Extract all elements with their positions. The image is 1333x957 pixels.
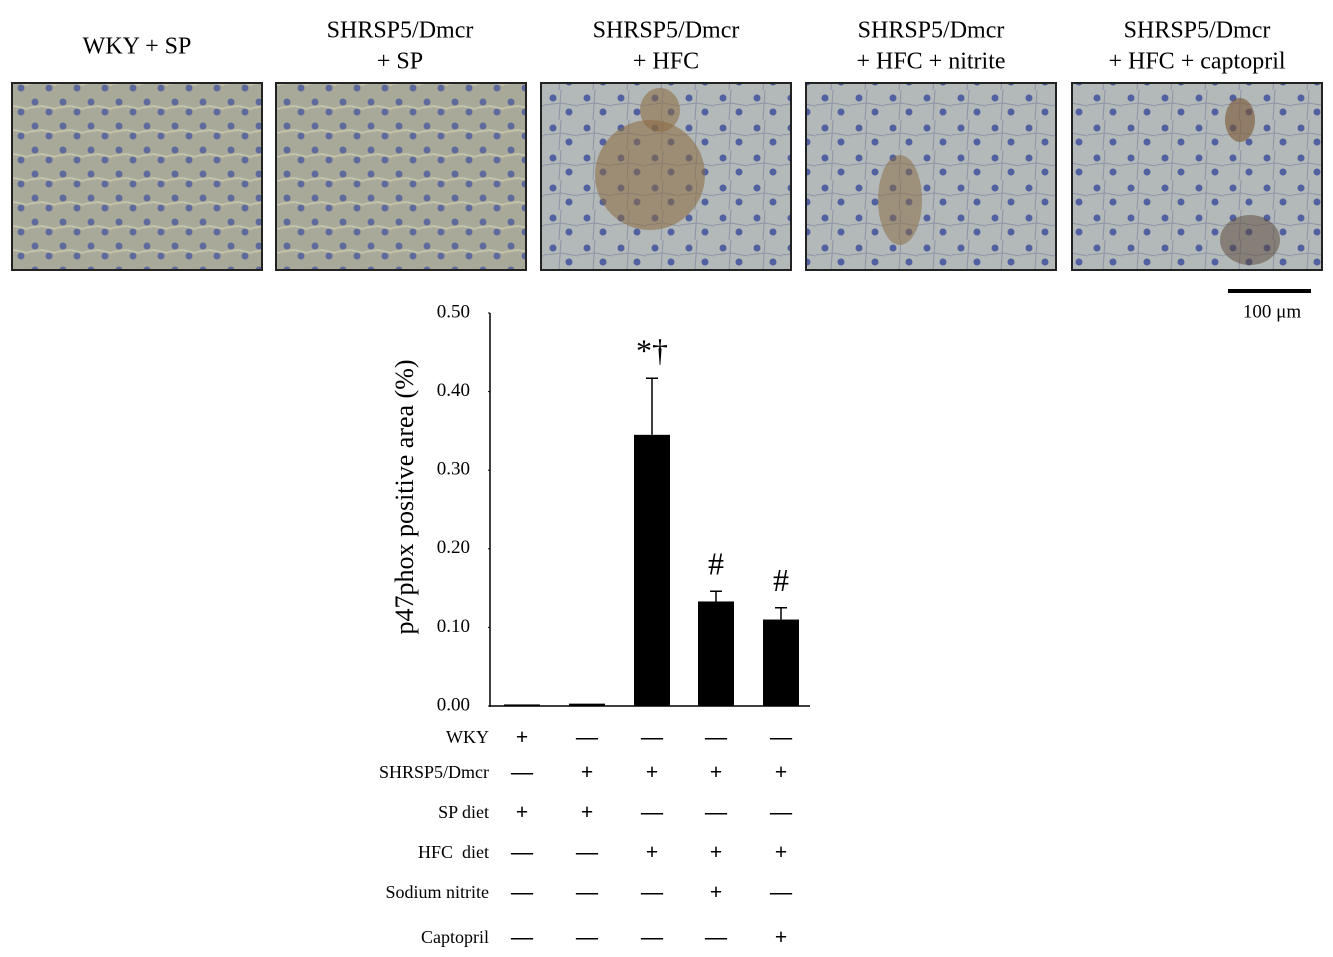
row-label: HFC diet [418, 842, 489, 862]
table-cell: — [510, 924, 534, 949]
panel-title: + HFC [633, 49, 699, 75]
row-label: SP diet [438, 802, 489, 822]
stain [595, 120, 705, 230]
panel-title: + HFC + nitrite [856, 49, 1005, 75]
panel-title: + SP [377, 49, 423, 75]
table-cell: + [516, 724, 529, 749]
table-cell: — [704, 924, 728, 949]
table-cell: — [640, 879, 664, 904]
table-cell: + [581, 799, 594, 824]
y-tick-label: 0.00 [437, 694, 470, 715]
table-cell: + [646, 759, 659, 784]
table-cell: — [575, 839, 599, 864]
panel-title: WKY + SP [83, 34, 192, 60]
table-cell: — [575, 724, 599, 749]
table-cell: — [510, 879, 534, 904]
table-cell: — [575, 924, 599, 949]
row-label: SHRSP5/Dmcr [379, 762, 489, 782]
table-cell: — [769, 799, 793, 824]
table-cell: — [575, 879, 599, 904]
bar [504, 704, 540, 706]
table-cell: + [775, 759, 788, 784]
micrograph [11, 82, 263, 271]
micrograph-images [11, 82, 1323, 271]
panel-title: SHRSP5/Dmcr [593, 18, 740, 44]
stain [1225, 98, 1255, 142]
table-cell: — [704, 724, 728, 749]
bar [634, 434, 670, 706]
row-label: Captopril [421, 927, 489, 947]
y-axis-label: p47phox positive area (%) [390, 359, 419, 634]
y-tick-label: 0.40 [437, 380, 470, 401]
y-tick-label: 0.20 [437, 537, 470, 558]
bar [698, 601, 734, 706]
table-cell: + [710, 839, 723, 864]
table-cell: + [646, 839, 659, 864]
table-cell: — [769, 724, 793, 749]
y-tick-label: 0.30 [437, 459, 470, 480]
row-label: Sodium nitrite [386, 882, 490, 902]
bar [569, 703, 605, 706]
stain [1220, 215, 1280, 265]
table-cell: + [775, 924, 788, 949]
table-cell: + [710, 879, 723, 904]
table-cell: — [640, 724, 664, 749]
table-cell: + [775, 839, 788, 864]
row-label: WKY [446, 727, 489, 747]
significance-mark: # [708, 546, 724, 582]
table-cell: — [704, 799, 728, 824]
scale-bar-label: 100 μm [1243, 301, 1301, 322]
panel-title: SHRSP5/Dmcr [327, 18, 474, 44]
table-cell: + [516, 799, 529, 824]
table-cell: + [710, 759, 723, 784]
table-cell: + [581, 759, 594, 784]
y-tick-label: 0.50 [437, 301, 470, 322]
bar [763, 619, 799, 706]
micrograph [1071, 82, 1323, 271]
table-cell: — [510, 759, 534, 784]
y-tick-label: 0.10 [437, 616, 470, 637]
significance-mark: *† [636, 333, 668, 369]
table-cell: — [640, 924, 664, 949]
table-cell: — [640, 799, 664, 824]
micrograph [805, 82, 1057, 271]
stain [878, 155, 922, 245]
panel-title: SHRSP5/Dmcr [858, 18, 1005, 44]
panel-title: SHRSP5/Dmcr [1124, 18, 1271, 44]
table-cell: — [769, 879, 793, 904]
stain [640, 88, 680, 132]
significance-mark: # [773, 562, 789, 598]
panel-title: + HFC + captopril [1108, 49, 1285, 75]
micrograph [275, 82, 527, 271]
table-cell: — [510, 839, 534, 864]
